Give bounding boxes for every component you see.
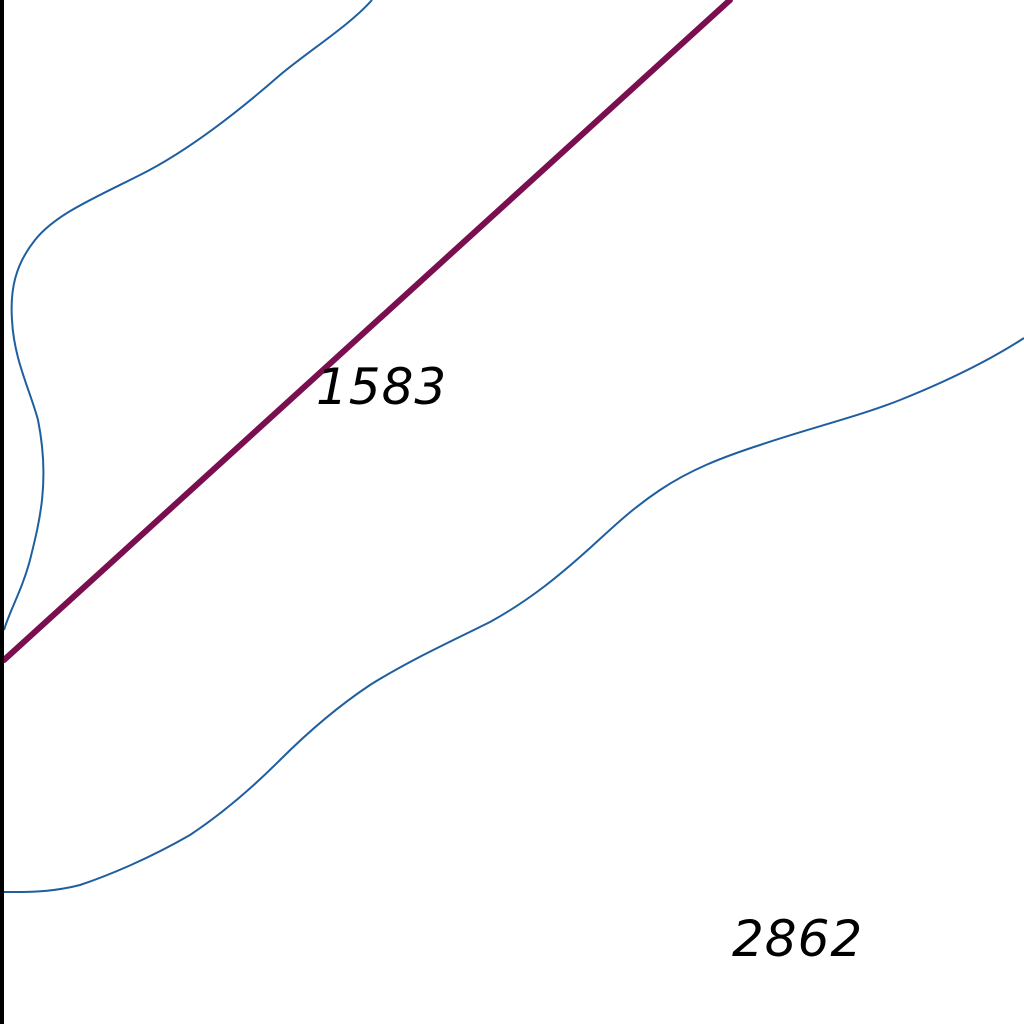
parcel-number-label: 1583 xyxy=(316,358,448,416)
map-frame-border xyxy=(0,0,4,1024)
contour-line-upper xyxy=(3,0,373,631)
parcel-number-label: 2862 xyxy=(732,910,864,968)
parcel-boundary-line xyxy=(1,0,733,663)
contour-line-lower xyxy=(3,337,1024,894)
